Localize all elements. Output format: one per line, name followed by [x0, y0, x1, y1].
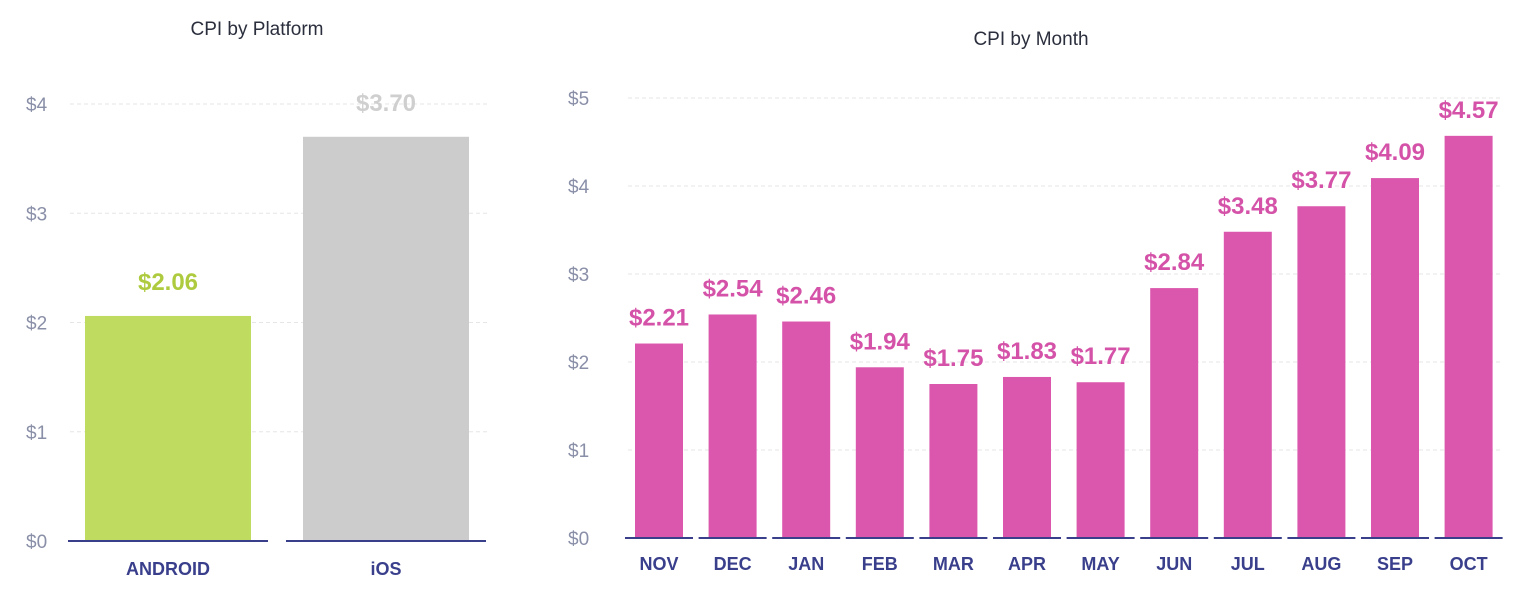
month-value-label-nov: $2.21 [629, 305, 689, 332]
month-y-tick-label: $1 [568, 441, 589, 462]
month-bar-jul [1223, 231, 1272, 538]
platform-bar-android [85, 315, 251, 541]
platform-value-label-android: $2.06 [138, 269, 198, 296]
month-bar-sep [1371, 178, 1419, 538]
month-value-label-dec: $2.54 [703, 275, 764, 302]
chart-title-month: CPI by Month [973, 29, 1088, 50]
month-x-tick-label-may: MAY [1081, 554, 1119, 574]
month-bar-dec [708, 314, 757, 538]
month-bar-oct [1444, 135, 1493, 538]
month-y-tick-label: $5 [568, 89, 589, 110]
month-value-label-jan: $2.46 [776, 283, 836, 310]
month-value-label-apr: $1.83 [997, 338, 1057, 365]
month-value-label-jun: $2.84 [1144, 249, 1205, 276]
month-y-tick-label: $4 [568, 177, 590, 198]
month-x-tick-label-oct: OCT [1450, 554, 1488, 574]
platform-x-tick-label-android: ANDROID [126, 559, 210, 579]
platform-y-tick-label: $2 [26, 314, 47, 335]
month-value-label-jul: $3.48 [1218, 193, 1278, 220]
month-value-label-feb: $1.94 [850, 328, 911, 355]
platform-bar-ios [303, 136, 469, 541]
month-x-tick-label-nov: NOV [639, 554, 678, 574]
month-bar-may [1076, 382, 1125, 538]
month-value-label-oct: $4.57 [1439, 97, 1499, 124]
month-y-tick-label: $0 [568, 529, 589, 550]
month-x-tick-label-feb: FEB [862, 554, 898, 574]
month-bar-feb [855, 367, 904, 538]
month-x-tick-label-sep: SEP [1377, 554, 1413, 574]
platform-y-tick-label: $0 [26, 532, 47, 553]
month-value-label-sep: $4.09 [1365, 139, 1425, 166]
month-x-tick-label-jun: JUN [1156, 554, 1192, 574]
month-bar-nov [635, 343, 683, 538]
month-y-tick-label: $3 [568, 265, 589, 286]
platform-bar-chart: $0 $1 $2 $3 $4 $2.06 ANDROID $3.70 iOS [26, 90, 488, 579]
month-bar-chart: $0 $1 $2 $3 $4 $5 $2.21 NOV $2.54 DEC $2.46 JAN $1.9… [568, 89, 1503, 574]
month-y-tick-label: $2 [568, 353, 589, 374]
month-value-label-may: $1.77 [1071, 343, 1131, 370]
month-x-tick-label-aug: AUG [1301, 554, 1341, 574]
platform-x-tick-label-ios: iOS [370, 559, 401, 579]
month-x-tick-label-jul: JUL [1231, 554, 1265, 574]
platform-y-tick-label: $1 [26, 423, 47, 444]
platform-y-tick-label: $4 [26, 95, 48, 116]
month-x-tick-label-dec: DEC [714, 554, 752, 574]
month-x-tick-label-mar: MAR [933, 554, 974, 574]
chart-title-platform: CPI by Platform [190, 19, 323, 40]
month-value-label-mar: $1.75 [923, 345, 983, 372]
platform-value-label-ios: $3.70 [356, 90, 416, 117]
month-bar-jan [782, 321, 831, 538]
platform-y-tick-label: $3 [26, 204, 47, 225]
month-value-label-aug: $3.77 [1291, 167, 1351, 194]
month-bar-mar [929, 384, 978, 538]
month-bar-jun [1150, 288, 1199, 538]
month-bar-apr [1003, 376, 1051, 538]
month-x-tick-label-jan: JAN [788, 554, 824, 574]
month-x-tick-label-apr: APR [1008, 554, 1046, 574]
month-bar-aug [1297, 206, 1346, 539]
